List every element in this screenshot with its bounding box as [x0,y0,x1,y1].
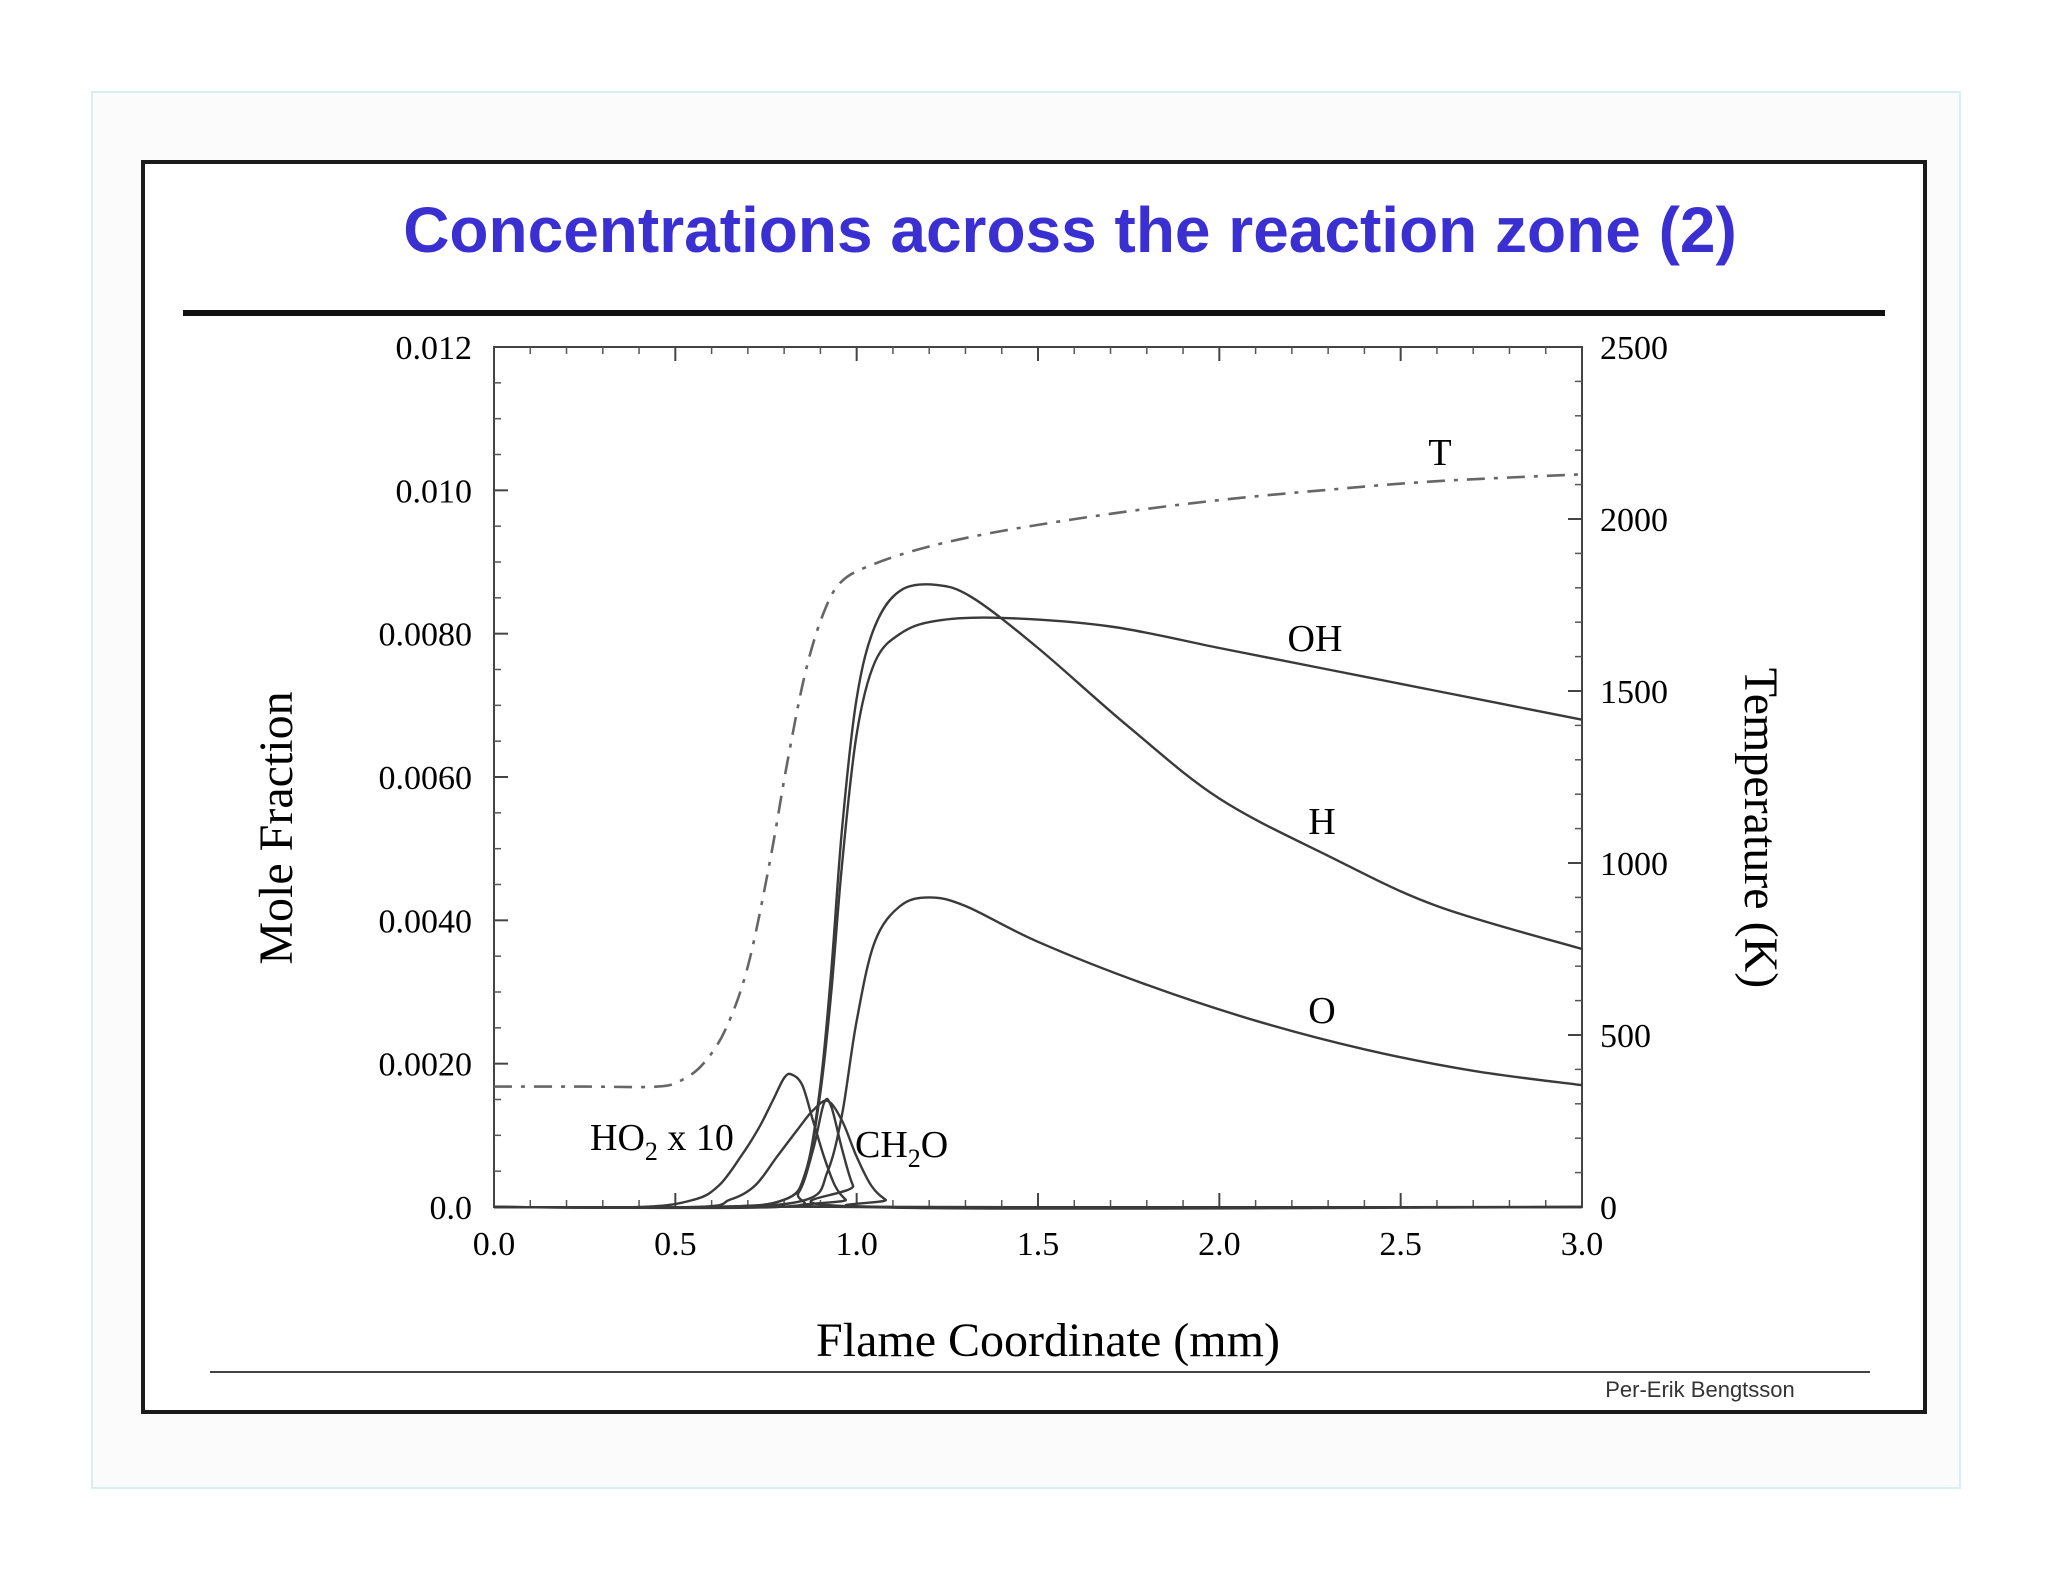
y-tick-label: 0.010 [396,473,473,510]
y-tick-label: 0.012 [396,330,473,367]
curve-label: H [1308,801,1335,843]
series-line-unlabeled-6 [493,1097,1583,1210]
x-tick-label: 0.0 [473,1226,516,1263]
y-tick-label: 0.0 [430,1190,473,1227]
slide-title: Concentrations across the reaction zone … [403,194,1737,266]
y2-tick-label: 0 [1600,1190,1617,1227]
y-tick-label: 0.0020 [379,1047,473,1084]
plot-frame [493,346,1583,1208]
x-tick-label: 0.5 [654,1226,697,1263]
title-underline [183,310,1885,316]
curve-labels: T OH H O HO2 x 10 CH2O [590,432,1452,1173]
y2-tick-label: 500 [1600,1018,1651,1055]
y2-axis-label: Temperature (K) [1734,668,1787,988]
x-axis-label: Flame Coordinate (mm) [816,1314,1280,1367]
series-line-o [493,896,1583,1209]
y2-tick-label: 2000 [1600,502,1668,539]
y-tick-label: 0.0080 [379,617,473,654]
y-axis-label: Mole Fraction [250,691,303,964]
series-line-t [494,473,1583,1089]
y2-tick-label: 1500 [1600,674,1668,711]
curve-label: CH2O [855,1124,948,1173]
credit-text: Per-Erik Bengtsson [1605,1377,1795,1402]
curve-label: OH [1288,618,1343,660]
curve-label: O [1308,990,1335,1032]
x-tick-label: 2.5 [1379,1226,1422,1263]
y2-tick-label: 2500 [1600,330,1668,367]
x-tick-label: 1.5 [1017,1226,1060,1263]
x-tick-label: 2.0 [1198,1226,1241,1263]
footer-rule [210,1371,1870,1373]
series-layer [493,473,1583,1210]
curve-label: T [1428,432,1451,474]
y-tick-label: 0.0040 [379,903,473,940]
y2-tick-label: 1000 [1600,846,1668,883]
x-tick-label: 1.0 [835,1226,878,1263]
x-tick-label: 3.0 [1561,1226,1604,1263]
y-tick-label: 0.0060 [379,760,473,797]
curve-label: HO2 x 10 [590,1117,734,1166]
tick-labels: 0.0 0.5 1.0 1.5 2.0 2.5 3.0 0.0 0.0020 0.0040 0.00… [379,330,1669,1263]
